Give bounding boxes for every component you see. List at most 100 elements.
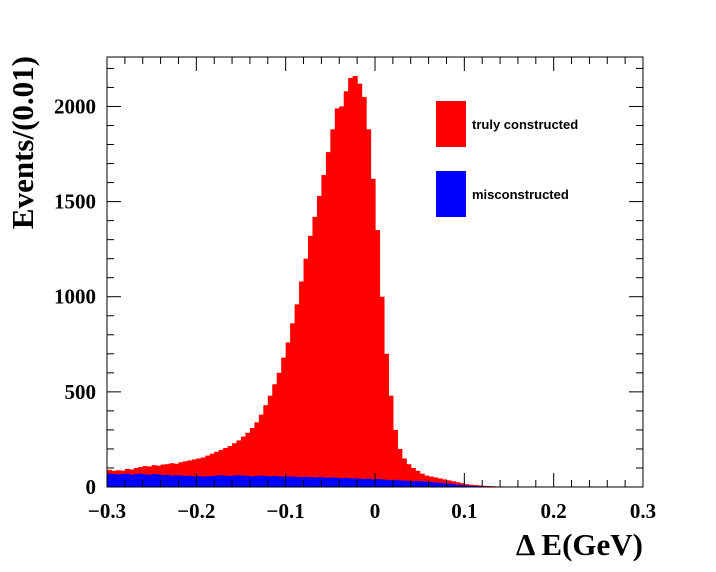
misconstructed-bar bbox=[437, 482, 443, 487]
misconstructed-bar bbox=[191, 476, 197, 487]
truly-constructed-bar bbox=[263, 405, 269, 487]
misconstructed-bar bbox=[160, 475, 166, 487]
truly-constructed-bar bbox=[397, 448, 403, 487]
legend-swatch-misconstructed bbox=[436, 171, 466, 217]
legend-label-truly-constructed: truly constructed bbox=[472, 117, 578, 132]
truly-constructed-bar bbox=[366, 129, 372, 488]
misconstructed-bar bbox=[129, 474, 135, 487]
misconstructed-bar bbox=[455, 484, 461, 487]
truly-constructed-bar bbox=[254, 422, 260, 487]
truly-constructed-bar bbox=[303, 258, 309, 487]
misconstructed-bar bbox=[415, 480, 421, 487]
misconstructed-bar bbox=[182, 475, 188, 487]
truly-constructed-bar bbox=[232, 443, 238, 487]
truly-constructed-bar bbox=[218, 449, 224, 487]
misconstructed-bar bbox=[218, 475, 224, 487]
truly-constructed-bar bbox=[178, 462, 184, 487]
legend-label-misconstructed: misconstructed bbox=[472, 187, 569, 202]
truly-constructed-bar bbox=[437, 478, 443, 487]
misconstructed-bar bbox=[285, 476, 291, 487]
x-tick-label: −0.3 bbox=[88, 499, 126, 523]
y-tick-label: 1000 bbox=[54, 285, 96, 309]
misconstructed-bar bbox=[361, 479, 367, 487]
truly-constructed-bar bbox=[428, 476, 434, 487]
axis-ticks bbox=[106, 57, 644, 488]
truly-constructed-bar bbox=[205, 455, 211, 487]
misconstructed-bar bbox=[142, 474, 148, 487]
misconstructed-bar bbox=[151, 474, 157, 487]
truly-constructed-bar bbox=[200, 457, 206, 487]
legend-swatch-truly-constructed bbox=[436, 101, 466, 147]
misconstructed-bar bbox=[459, 485, 465, 487]
truly-constructed-bar bbox=[348, 77, 354, 488]
truly-constructed-bar bbox=[379, 296, 385, 487]
misconstructed-bar bbox=[263, 475, 269, 487]
misconstructed-bar bbox=[232, 475, 238, 487]
misconstructed-bar bbox=[276, 476, 282, 487]
y-tick-label: 500 bbox=[65, 380, 97, 404]
misconstructed-bar bbox=[397, 480, 403, 487]
misconstructed-bar bbox=[308, 477, 314, 487]
y-tick-label: 1500 bbox=[54, 190, 96, 214]
truly-constructed-bar bbox=[241, 436, 247, 487]
misconstructed-bar bbox=[343, 477, 349, 487]
truly-constructed-bar bbox=[383, 353, 389, 487]
misconstructed-bar bbox=[196, 475, 202, 487]
truly-constructed-bar bbox=[285, 342, 291, 487]
truly-constructed-bar bbox=[227, 446, 233, 487]
misconstructed-bar bbox=[442, 483, 448, 487]
misconstructed-bar bbox=[178, 475, 184, 487]
x-tick-label: −0.2 bbox=[177, 499, 215, 523]
misconstructed-bar bbox=[383, 479, 389, 487]
truly-constructed-bar bbox=[169, 463, 175, 487]
misconstructed-bar bbox=[209, 475, 215, 487]
truly-constructed-bar bbox=[272, 384, 278, 487]
misconstructed-bar bbox=[316, 477, 322, 487]
truly-constructed-bar bbox=[415, 470, 421, 487]
x-tick-label: 0.1 bbox=[451, 499, 477, 523]
misconstructed-bar bbox=[236, 475, 242, 487]
misconstructed-bar bbox=[133, 474, 139, 487]
misconstructed-bar bbox=[272, 475, 278, 487]
misconstructed-bar bbox=[450, 484, 456, 487]
misconstructed-bar bbox=[258, 475, 264, 487]
misconstructed-bar bbox=[334, 477, 340, 487]
truly-constructed-bar bbox=[187, 460, 193, 487]
truly-constructed-bar bbox=[459, 483, 465, 487]
misconstructed-bar bbox=[254, 475, 260, 487]
misconstructed-bar bbox=[406, 480, 412, 487]
misconstructed-bar bbox=[124, 473, 130, 487]
misconstructed-bar bbox=[428, 482, 434, 487]
misconstructed-bar bbox=[379, 479, 385, 487]
misconstructed-bar bbox=[348, 478, 354, 487]
truly-constructed-bar bbox=[191, 459, 197, 487]
truly-constructed-bar bbox=[370, 178, 376, 487]
misconstructed-bar bbox=[388, 480, 394, 487]
misconstructed-bar bbox=[357, 478, 363, 487]
x-tick-label: 0 bbox=[370, 499, 381, 523]
truly-constructed-bar bbox=[388, 395, 394, 487]
truly-constructed-bar bbox=[357, 83, 363, 487]
misconstructed-bar bbox=[223, 475, 229, 487]
y-axis-title: Events/(0.01) bbox=[5, 56, 40, 229]
misconstructed-bar bbox=[419, 481, 425, 487]
truly-constructed-bar bbox=[308, 235, 314, 487]
truly-constructed-bar bbox=[209, 453, 215, 487]
truly-constructed-bar bbox=[343, 91, 349, 487]
truly-constructed-bar bbox=[450, 481, 456, 487]
misconstructed-bar bbox=[111, 474, 117, 487]
truly-constructed-bar bbox=[392, 429, 398, 487]
misconstructed-bar bbox=[468, 485, 474, 487]
truly-constructed-bar bbox=[321, 174, 327, 487]
misconstructed-bars bbox=[107, 473, 644, 487]
truly-constructed-bar bbox=[276, 372, 282, 487]
x-tick-label: −0.1 bbox=[267, 499, 305, 523]
misconstructed-bar bbox=[433, 482, 439, 487]
truly-constructed-bar bbox=[334, 108, 340, 488]
misconstructed-bar bbox=[267, 476, 273, 487]
misconstructed-bar bbox=[115, 474, 121, 487]
misconstructed-bar bbox=[187, 475, 193, 487]
misconstructed-bar bbox=[214, 475, 220, 487]
misconstructed-bar bbox=[325, 477, 331, 487]
